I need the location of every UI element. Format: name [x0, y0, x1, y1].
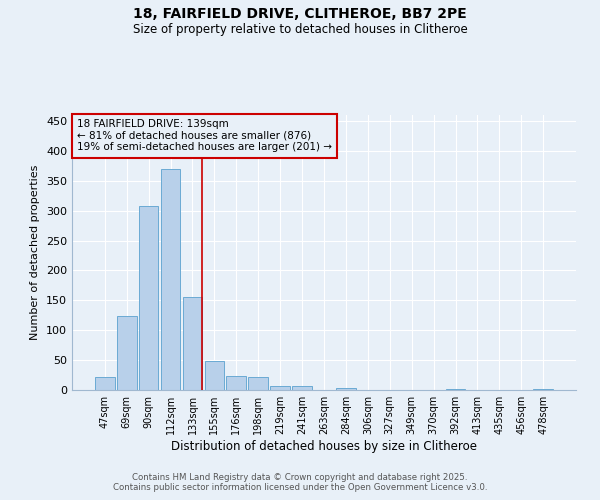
Bar [139, 206, 158, 390]
X-axis label: Distribution of detached houses by size in Clitheroe: Distribution of detached houses by size … [171, 440, 477, 453]
Text: Size of property relative to detached houses in Clitheroe: Size of property relative to detached ho… [133, 22, 467, 36]
Bar [533, 389, 553, 390]
Bar [182, 298, 202, 390]
Bar [205, 362, 224, 390]
Bar [95, 377, 115, 390]
Bar [292, 386, 312, 390]
Bar [248, 377, 268, 390]
Text: Contains HM Land Registry data © Crown copyright and database right 2025.
Contai: Contains HM Land Registry data © Crown c… [113, 473, 487, 492]
Bar [336, 388, 356, 390]
Y-axis label: Number of detached properties: Number of detached properties [31, 165, 40, 340]
Bar [226, 376, 246, 390]
Bar [161, 169, 181, 390]
Text: 18 FAIRFIELD DRIVE: 139sqm
← 81% of detached houses are smaller (876)
19% of sem: 18 FAIRFIELD DRIVE: 139sqm ← 81% of deta… [77, 119, 332, 152]
Bar [117, 316, 137, 390]
Bar [270, 386, 290, 390]
Text: 18, FAIRFIELD DRIVE, CLITHEROE, BB7 2PE: 18, FAIRFIELD DRIVE, CLITHEROE, BB7 2PE [133, 8, 467, 22]
